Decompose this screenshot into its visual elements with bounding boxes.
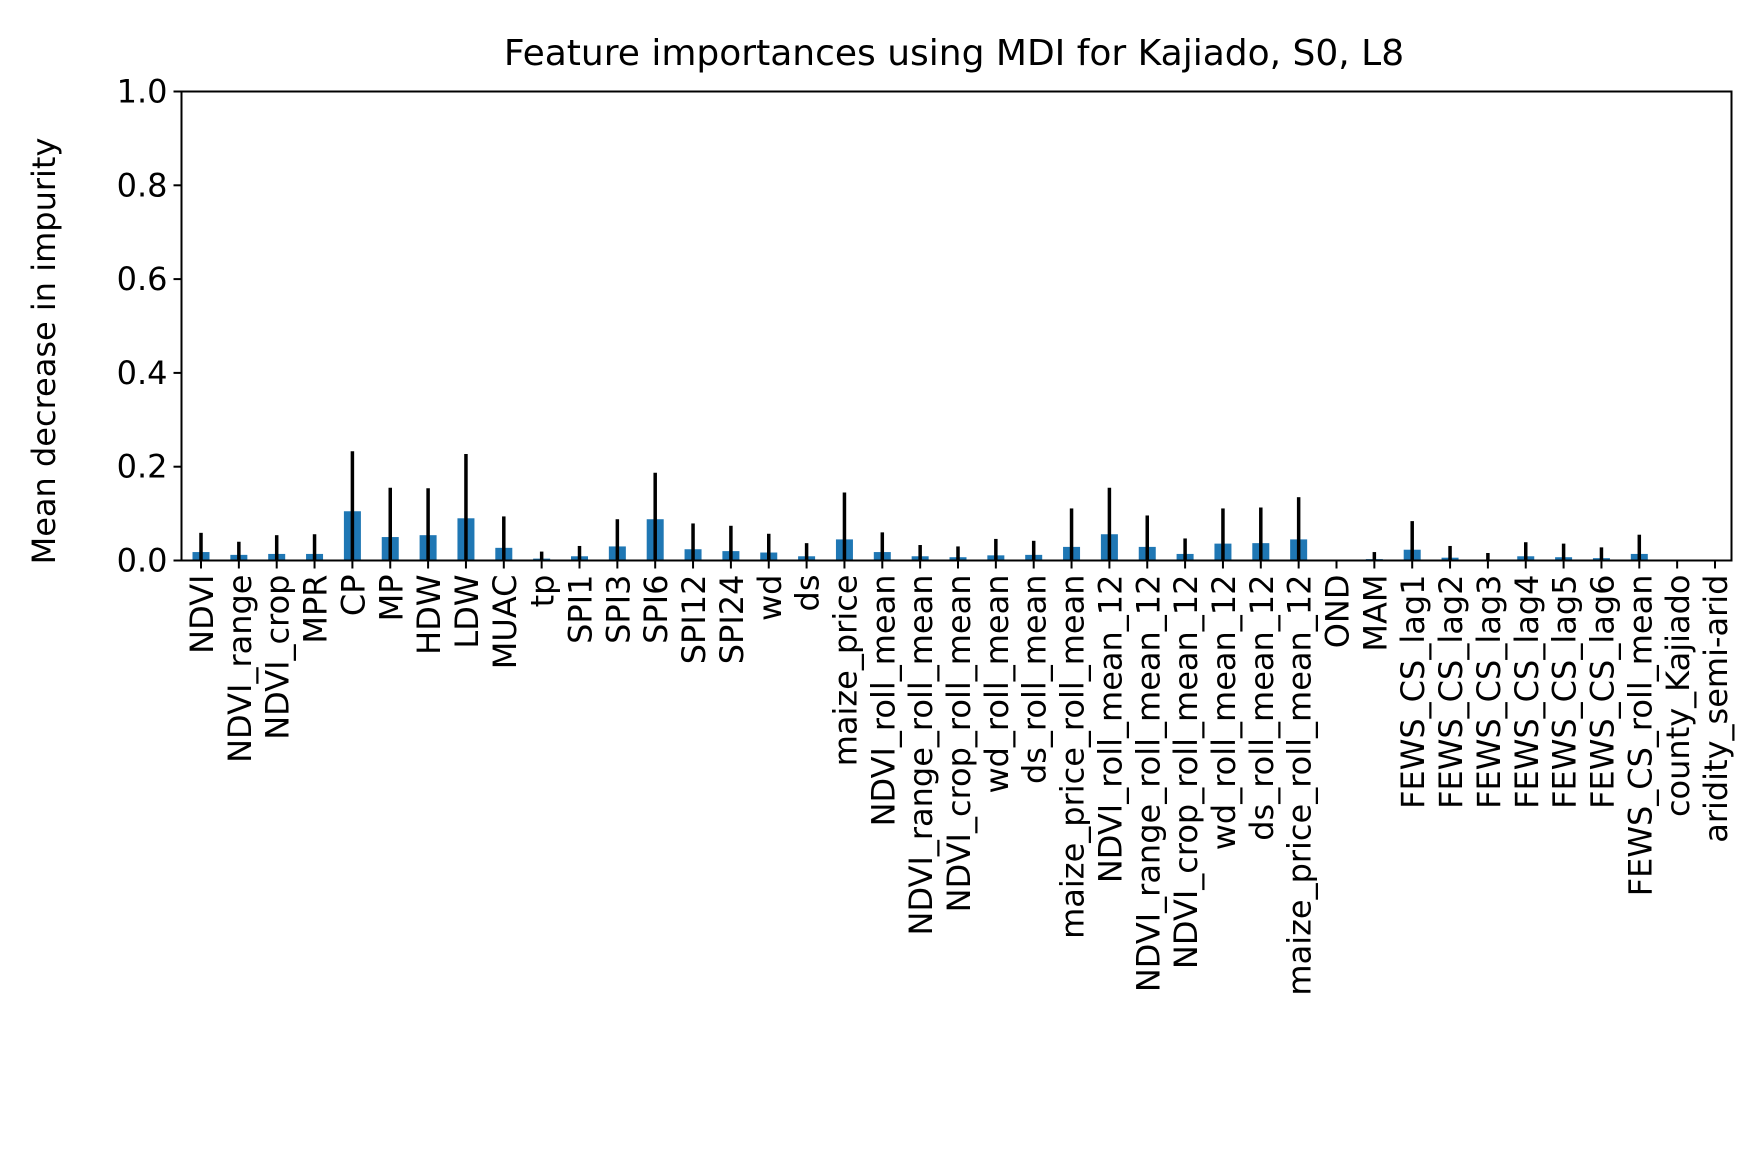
x-tick-label: NDVI_range_roll_mean xyxy=(902,575,940,936)
error-bars-layer xyxy=(199,451,1642,561)
x-tick-label: SPI12 xyxy=(675,575,713,665)
x-tick-label: wd_roll_mean_12 xyxy=(1205,575,1243,851)
x-tick-label: NDVI_roll_mean xyxy=(864,575,902,827)
y-tick-label: 0.2 xyxy=(117,448,168,486)
x-tick-label: NDVI_crop xyxy=(259,575,297,740)
x-tick-label: SPI1 xyxy=(562,575,600,644)
x-tick-label: county_Kajiado xyxy=(1659,575,1697,818)
x-tick-label: NDVI_roll_mean_12 xyxy=(1091,575,1129,884)
x-tick-label: FEWS_CS_lag4 xyxy=(1508,575,1546,809)
x-tick-label: MUAC xyxy=(486,575,524,670)
x-tick-label: MPR xyxy=(297,575,335,644)
x-tick-label: ds xyxy=(789,575,827,612)
y-tick-label: 0.0 xyxy=(117,542,168,580)
x-tick-label: NDVI_crop_roll_mean_12 xyxy=(1167,575,1205,970)
chart-title: Feature importances using MDI for Kajiad… xyxy=(504,33,1404,74)
x-tick-label: NDVI_range_roll_mean_12 xyxy=(1129,575,1167,993)
x-tick-label: NDVI xyxy=(183,575,221,654)
x-tick-label: wd xyxy=(751,575,789,621)
y-tick-label: 1.0 xyxy=(117,73,168,111)
x-axis: NDVI NDVI_range NDVI_crop MPR CP MP HDW LDW MUAC… xyxy=(183,560,1735,996)
plot-frame xyxy=(180,90,1733,562)
x-tick-label: NDVI_crop_roll_mean xyxy=(940,575,978,913)
x-tick-label: FEWS_CS_lag1 xyxy=(1394,575,1432,809)
x-tick-label: SPI3 xyxy=(599,575,637,644)
x-tick-label: FEWS_CS_lag2 xyxy=(1432,575,1470,809)
x-tick-label: FEWS_CS_lag6 xyxy=(1583,575,1621,809)
y-tick-label: 0.6 xyxy=(117,260,168,298)
x-tick-label: MP xyxy=(372,575,410,622)
x-tick-label: maize_price xyxy=(826,575,864,767)
x-tick-label: SPI24 xyxy=(713,575,751,665)
x-tick-label: NDVI_range xyxy=(221,575,259,763)
x-tick-label: wd_roll_mean xyxy=(978,575,1016,794)
x-tick-label: MAM xyxy=(1356,575,1394,652)
y-tick-label: 0.8 xyxy=(117,166,168,204)
x-tick-label: tp xyxy=(524,575,562,608)
x-tick-label: FEWS_CS_lag5 xyxy=(1546,575,1584,809)
y-tick-label: 0.4 xyxy=(117,354,168,392)
x-tick-label: maize_price_roll_mean_12 xyxy=(1281,575,1319,996)
x-tick-label: FEWS_CS_roll_mean xyxy=(1621,575,1659,897)
x-tick-label: FEWS_CS_lag3 xyxy=(1470,575,1508,809)
y-axis-label: Mean decrease in impurity xyxy=(25,138,63,565)
x-tick-label: maize_price_roll_mean xyxy=(1054,575,1092,939)
x-tick-label: HDW xyxy=(410,575,448,655)
y-axis: 0.0 0.2 0.4 0.6 0.8 1.0 xyxy=(117,73,182,580)
x-tick-label: LDW xyxy=(448,575,486,649)
x-tick-label: OND xyxy=(1319,575,1357,649)
x-tick-label: ds_roll_mean_12 xyxy=(1243,575,1281,841)
x-tick-label: SPI6 xyxy=(637,575,675,644)
x-tick-label: CP xyxy=(334,575,372,617)
x-tick-label: ds_roll_mean xyxy=(1016,575,1054,785)
x-tick-label: aridity_semi-arid xyxy=(1697,575,1735,843)
